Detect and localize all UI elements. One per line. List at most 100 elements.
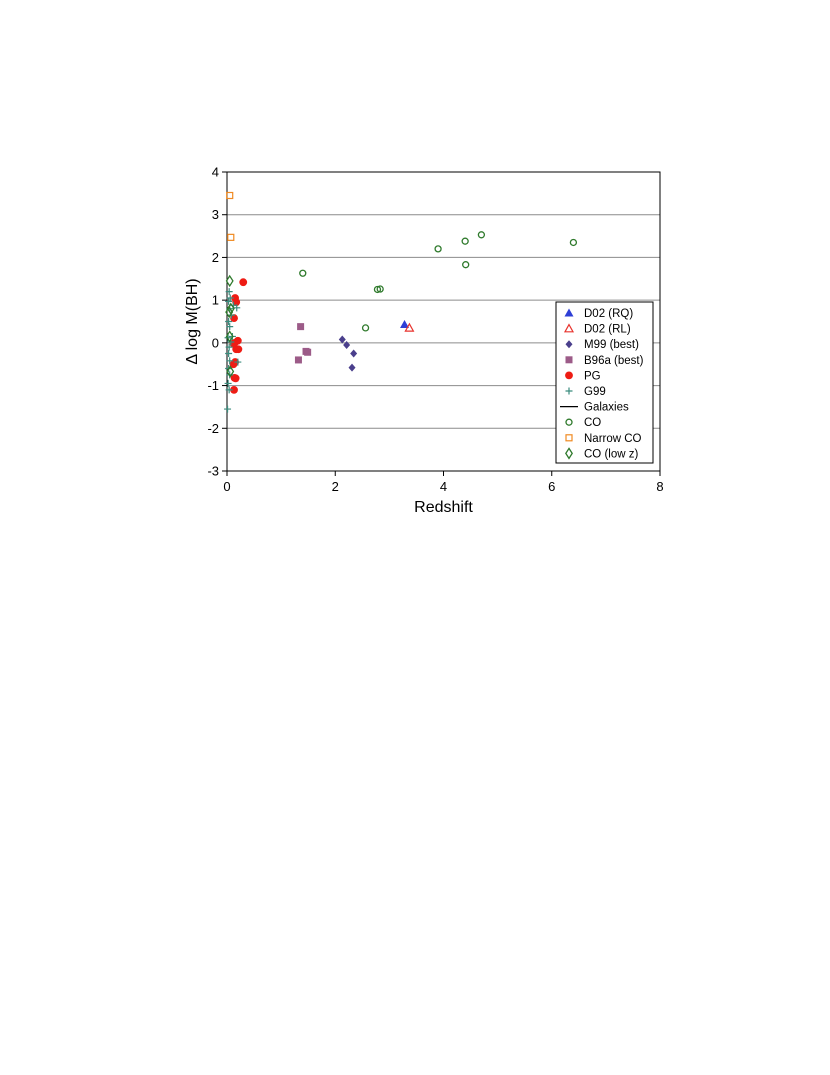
data-point (304, 348, 312, 356)
legend-item: G99 (565, 386, 606, 398)
legend-item: M99 (best) (565, 339, 639, 351)
y-tick-label: -1 (207, 378, 219, 393)
data-point (225, 343, 233, 351)
legend-item: D02 (RQ) (564, 308, 633, 320)
data-point (225, 288, 233, 296)
data-point (299, 269, 307, 277)
y-tick-label: 4 (212, 165, 219, 180)
data-point (400, 319, 410, 328)
data-point (225, 305, 234, 319)
y-tick-label: 1 (212, 293, 219, 308)
series-pg (229, 278, 248, 394)
data-point (234, 358, 242, 366)
y-tick-label: 0 (212, 335, 219, 350)
data-point (227, 233, 235, 241)
data-point (226, 302, 235, 315)
data-point (224, 405, 232, 413)
data-point (226, 323, 234, 331)
data-point (226, 365, 235, 378)
legend-marker (565, 387, 573, 395)
y-tick-label: -3 (207, 464, 219, 479)
series-m99-best (338, 335, 358, 372)
y-tick-label: -2 (207, 421, 219, 436)
legend-label: PG (584, 370, 601, 382)
data-point (477, 231, 486, 239)
series-co (299, 231, 578, 332)
data-point (233, 304, 241, 312)
legend-marker (565, 447, 573, 460)
legend-marker (565, 418, 573, 426)
data-point (232, 298, 241, 307)
data-point (373, 285, 382, 294)
data-point (239, 278, 248, 287)
y-tick-label: 2 (212, 250, 219, 265)
data-points (224, 191, 578, 413)
data-point (225, 274, 234, 288)
legend-marker (565, 356, 573, 364)
legend-label: B96a (best) (584, 355, 644, 367)
data-point (361, 324, 370, 332)
data-point (569, 238, 578, 247)
legend-marker (564, 308, 574, 317)
data-point (226, 294, 234, 302)
legend-item: Narrow CO (565, 433, 642, 445)
legend-item: Galaxies (560, 402, 629, 414)
legend-item: D02 (RL) (563, 323, 631, 336)
data-point (234, 345, 243, 354)
data-point (297, 323, 305, 331)
data-point (230, 385, 238, 394)
data-point (348, 363, 356, 372)
data-point (225, 386, 233, 394)
data-point (461, 237, 469, 245)
legend-item: CO (low z) (565, 447, 638, 460)
legend-marker (565, 340, 573, 349)
legend-marker (563, 323, 575, 333)
legend-label: M99 (best) (584, 339, 639, 351)
data-point (225, 297, 233, 305)
data-point (376, 285, 384, 293)
data-point (434, 245, 442, 253)
legend-label: Galaxies (584, 402, 629, 414)
data-point (230, 314, 238, 322)
series-co-low-z (225, 274, 235, 378)
data-point (224, 379, 232, 387)
data-point (225, 350, 233, 358)
data-point (462, 261, 470, 269)
legend-label: CO (584, 417, 601, 429)
x-tick-label: 2 (332, 479, 339, 494)
data-point (343, 340, 351, 349)
series-narrow-co (226, 191, 235, 241)
legend-label: Narrow CO (584, 433, 642, 445)
legend-item: PG (565, 370, 601, 382)
x-tick-label: 4 (440, 479, 447, 494)
data-point (225, 330, 234, 343)
series-b96a-best (294, 323, 312, 364)
legend-label: D02 (RQ) (584, 308, 633, 320)
series-d02-rl (404, 322, 415, 332)
data-point (404, 322, 415, 332)
y-axis-title: Δ log M(BH) (184, 278, 201, 364)
legend-label: G99 (584, 386, 606, 398)
data-point (350, 349, 358, 358)
legend-marker (565, 434, 573, 442)
legend-label: CO (low z) (584, 448, 638, 460)
data-point (226, 357, 234, 365)
data-point (226, 191, 234, 200)
data-point (231, 374, 240, 383)
legend-label: D02 (RL) (584, 324, 631, 336)
x-tick-label: 6 (548, 479, 555, 494)
legend-item: CO (565, 417, 601, 429)
axis-ticks: -3 -2 -1 0 1 2 3 4 0 2 4 6 8 (207, 165, 663, 495)
data-point (338, 335, 346, 344)
y-tick-label: 3 (212, 207, 219, 222)
data-point (294, 356, 302, 364)
series-d02-rq (400, 319, 410, 328)
legend-marker (565, 371, 573, 380)
x-axis-title: Redshift (414, 499, 473, 516)
x-tick-label: 8 (656, 479, 663, 494)
x-tick-label: 0 (223, 479, 230, 494)
data-point (225, 318, 233, 325)
legend-item: B96a (best) (565, 355, 644, 367)
legend: D02 (RQ) D02 (RL) M99 (best) B96a (best) PG G… (555, 301, 654, 464)
